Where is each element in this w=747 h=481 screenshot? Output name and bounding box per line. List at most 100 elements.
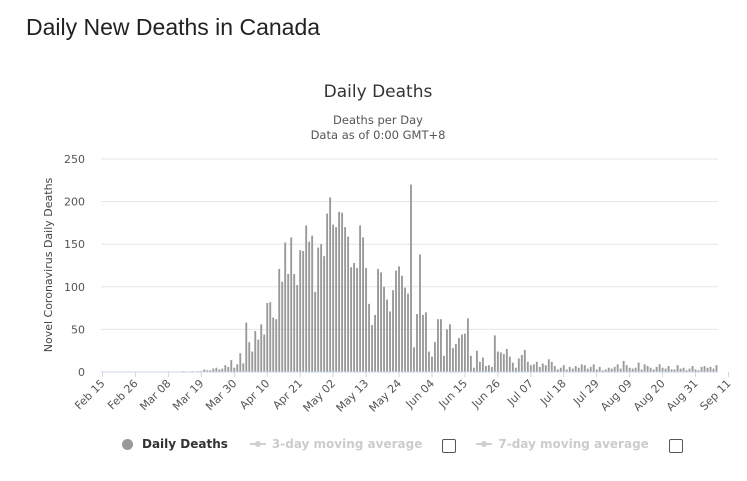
bar[interactable]	[628, 367, 631, 372]
bar[interactable]	[230, 360, 233, 372]
bar[interactable]	[275, 319, 278, 372]
bar[interactable]	[335, 227, 338, 372]
bar[interactable]	[700, 366, 703, 372]
bar[interactable]	[416, 314, 418, 372]
bar[interactable]	[293, 274, 296, 372]
bar[interactable]	[511, 362, 514, 372]
bar[interactable]	[392, 290, 394, 372]
bar[interactable]	[661, 367, 664, 372]
bar[interactable]	[401, 275, 403, 372]
bar[interactable]	[422, 314, 424, 372]
bar[interactable]	[239, 353, 242, 372]
bar[interactable]	[526, 361, 529, 372]
bar[interactable]	[434, 342, 436, 372]
bar[interactable]	[589, 366, 592, 372]
bar[interactable]	[449, 324, 451, 372]
bar[interactable]	[272, 317, 275, 372]
bar[interactable]	[410, 184, 412, 372]
bar[interactable]	[463, 333, 466, 372]
bar[interactable]	[652, 369, 655, 372]
bar[interactable]	[487, 365, 490, 372]
bar[interactable]	[317, 247, 320, 372]
bar[interactable]	[556, 369, 559, 372]
bar[interactable]	[646, 366, 649, 372]
bar[interactable]	[592, 364, 595, 372]
bar[interactable]	[538, 366, 541, 372]
bar[interactable]	[284, 242, 287, 373]
bar[interactable]	[595, 369, 598, 372]
bar[interactable]	[625, 365, 628, 372]
bar[interactable]	[251, 351, 254, 372]
bar[interactable]	[350, 267, 353, 372]
bar[interactable]	[697, 370, 700, 372]
bar[interactable]	[541, 363, 544, 372]
bar[interactable]	[709, 366, 712, 372]
bar[interactable]	[290, 237, 293, 372]
bar[interactable]	[389, 311, 391, 372]
legend-item-daily-deaths[interactable]: Daily Deaths	[122, 437, 228, 451]
bar[interactable]	[466, 318, 469, 372]
bar[interactable]	[263, 334, 266, 372]
bar[interactable]	[413, 347, 415, 372]
bar[interactable]	[356, 268, 359, 372]
bar[interactable]	[347, 236, 350, 372]
toggle-7-day-average-checkbox[interactable]	[668, 439, 683, 453]
bar[interactable]	[523, 349, 526, 372]
bar[interactable]	[568, 366, 571, 372]
bar[interactable]	[320, 244, 323, 372]
bar[interactable]	[374, 314, 376, 372]
bar[interactable]	[287, 274, 290, 372]
bar[interactable]	[344, 227, 347, 372]
bar[interactable]	[218, 369, 221, 372]
bar[interactable]	[607, 367, 610, 372]
bar[interactable]	[437, 319, 439, 372]
bar[interactable]	[212, 368, 215, 372]
bar[interactable]	[380, 272, 382, 372]
bar[interactable]	[245, 322, 248, 372]
bar[interactable]	[478, 361, 481, 372]
bar[interactable]	[398, 266, 400, 372]
bar[interactable]	[203, 369, 206, 372]
bar[interactable]	[329, 197, 332, 372]
bar[interactable]	[359, 225, 362, 372]
bar[interactable]	[236, 364, 239, 372]
bar[interactable]	[601, 370, 604, 372]
bar[interactable]	[475, 350, 478, 372]
bar[interactable]	[209, 370, 212, 372]
bar[interactable]	[457, 337, 460, 372]
bar[interactable]	[472, 367, 475, 372]
bar[interactable]	[353, 262, 356, 372]
bar[interactable]	[493, 335, 496, 372]
legend-item-7-day-average[interactable]: 7-day moving average	[476, 437, 649, 451]
bar[interactable]	[278, 268, 281, 372]
bar[interactable]	[583, 365, 586, 372]
bar[interactable]	[323, 256, 326, 372]
bar[interactable]	[425, 312, 427, 372]
bar[interactable]	[577, 367, 580, 372]
bar[interactable]	[296, 285, 299, 372]
bar[interactable]	[613, 366, 616, 372]
bar[interactable]	[302, 251, 305, 372]
bar[interactable]	[520, 354, 523, 372]
bar[interactable]	[440, 319, 442, 372]
bar[interactable]	[691, 366, 694, 372]
bar[interactable]	[254, 331, 257, 372]
bar[interactable]	[553, 366, 556, 372]
bar[interactable]	[481, 357, 484, 372]
bar[interactable]	[221, 368, 224, 372]
bar[interactable]	[580, 364, 583, 372]
bar[interactable]	[598, 366, 601, 372]
bar[interactable]	[326, 213, 329, 372]
bar[interactable]	[529, 365, 532, 372]
bar[interactable]	[643, 364, 646, 372]
bar[interactable]	[685, 370, 688, 372]
bar[interactable]	[227, 366, 230, 372]
bar[interactable]	[260, 324, 263, 372]
bar[interactable]	[233, 367, 236, 372]
bar[interactable]	[386, 299, 388, 372]
bar[interactable]	[715, 365, 718, 372]
bar[interactable]	[242, 363, 245, 372]
bar[interactable]	[703, 366, 706, 372]
bar[interactable]	[571, 368, 574, 372]
bar[interactable]	[622, 360, 625, 372]
